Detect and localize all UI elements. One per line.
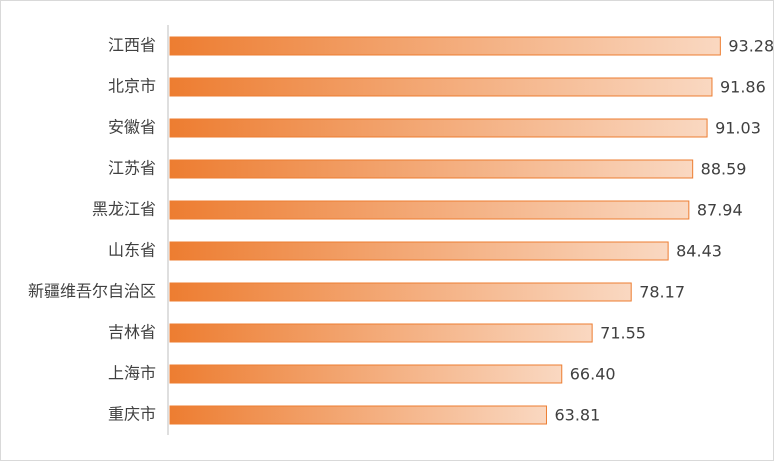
y-tick-label: 江西省 xyxy=(108,36,156,55)
bar xyxy=(169,36,721,56)
bar xyxy=(169,241,669,261)
data-label: 87.94 xyxy=(697,201,743,220)
data-label: 91.03 xyxy=(715,119,761,138)
data-label: 63.81 xyxy=(554,406,600,425)
y-tick-label: 江苏省 xyxy=(108,159,156,178)
bar xyxy=(169,200,690,220)
data-label: 78.17 xyxy=(639,283,685,302)
data-label: 71.55 xyxy=(600,324,646,343)
y-tick-label: 安徽省 xyxy=(108,118,156,137)
y-tick-label: 黑龙江省 xyxy=(92,200,156,219)
data-label: 88.59 xyxy=(701,160,747,179)
bar xyxy=(169,323,593,343)
data-label: 66.40 xyxy=(570,365,616,384)
bar xyxy=(169,282,632,302)
data-label: 93.28 xyxy=(728,37,774,56)
y-tick-label: 重庆市 xyxy=(108,405,156,424)
y-tick-label: 上海市 xyxy=(108,364,156,383)
y-tick-label: 北京市 xyxy=(108,77,156,96)
data-label: 84.43 xyxy=(676,242,722,261)
bar xyxy=(169,159,694,179)
data-label: 91.86 xyxy=(720,78,766,97)
bar xyxy=(169,364,563,384)
bar xyxy=(169,77,713,97)
y-tick-label: 吉林省 xyxy=(108,323,156,342)
y-tick-label: 山东省 xyxy=(108,241,156,260)
bar xyxy=(169,118,708,138)
bar xyxy=(169,405,547,425)
y-tick-label: 新疆维吾尔自治区 xyxy=(28,282,156,301)
